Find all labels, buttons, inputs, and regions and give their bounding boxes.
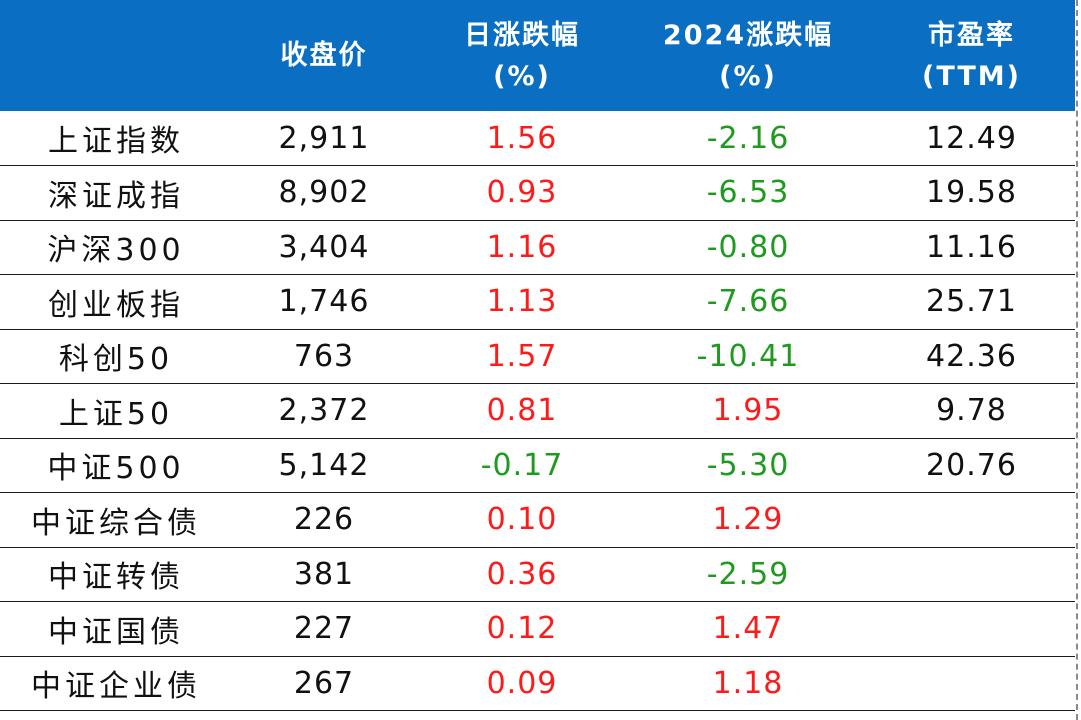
day-change-value: 0.36 bbox=[416, 547, 628, 602]
pe-value bbox=[868, 547, 1075, 602]
header-ytd-change-label: 2024涨跌幅 bbox=[662, 19, 834, 51]
index-name: 中证转债 bbox=[0, 547, 232, 602]
header-close: 收盘价 bbox=[232, 0, 416, 111]
ytd-change-value: -5.30 bbox=[628, 438, 868, 493]
table-row: 中证企业债 267 0.09 1.18 bbox=[0, 656, 1075, 711]
index-name: 中证企业债 bbox=[0, 656, 232, 711]
day-change-value: 1.16 bbox=[416, 220, 628, 275]
table-row: 中证国债 227 0.12 1.47 bbox=[0, 601, 1075, 657]
ytd-change-value: -2.59 bbox=[628, 547, 868, 602]
table-row: 沪深300 3,404 1.16 -0.80 11.16 bbox=[0, 220, 1075, 275]
close-value: 763 bbox=[232, 329, 416, 384]
index-name: 科创50 bbox=[0, 329, 232, 384]
close-value: 2,911 bbox=[232, 111, 416, 166]
pe-value bbox=[868, 492, 1075, 548]
pe-value: 12.49 bbox=[868, 111, 1075, 166]
pe-value: 25.71 bbox=[868, 274, 1075, 330]
pe-value: 11.16 bbox=[868, 220, 1075, 275]
ytd-change-value: -7.66 bbox=[628, 274, 868, 330]
day-change-value: 1.56 bbox=[416, 111, 628, 166]
index-name: 创业板指 bbox=[0, 274, 232, 330]
pe-value bbox=[868, 601, 1075, 657]
header-day-change-unit: (%) bbox=[493, 60, 551, 92]
close-value: 267 bbox=[232, 656, 416, 711]
table-row: 中证综合债 226 0.10 1.29 bbox=[0, 492, 1075, 548]
day-change-value: -0.17 bbox=[416, 438, 628, 493]
index-name: 上证指数 bbox=[0, 111, 232, 166]
header-pe-label: 市盈率 bbox=[928, 19, 1015, 51]
index-name: 沪深300 bbox=[0, 220, 232, 275]
day-change-value: 1.13 bbox=[416, 274, 628, 330]
close-value: 1,746 bbox=[232, 274, 416, 330]
ytd-change-value: -2.16 bbox=[628, 111, 868, 166]
close-value: 8,902 bbox=[232, 165, 416, 221]
header-day-change-label: 日涨跌幅 bbox=[464, 19, 580, 51]
close-value: 2,372 bbox=[232, 383, 416, 439]
header-pe-unit: (TTM) bbox=[921, 60, 1021, 92]
close-value: 226 bbox=[232, 492, 416, 548]
table-row: 中证转债 381 0.36 -2.59 bbox=[0, 547, 1075, 602]
page-edge-divider bbox=[1076, 0, 1078, 720]
index-name: 中证国债 bbox=[0, 601, 232, 657]
header-row: 收盘价 日涨跌幅 (%) 2024涨跌幅 (%) 市盈率 (TTM) bbox=[0, 0, 1075, 111]
close-value: 3,404 bbox=[232, 220, 416, 275]
ytd-change-value: 1.29 bbox=[628, 492, 868, 548]
ytd-change-value: -0.80 bbox=[628, 220, 868, 275]
pe-value: 9.78 bbox=[868, 383, 1075, 439]
close-value: 381 bbox=[232, 547, 416, 602]
ytd-change-value: 1.18 bbox=[628, 656, 868, 711]
pe-value bbox=[868, 656, 1075, 711]
day-change-value: 0.12 bbox=[416, 601, 628, 657]
header-ytd-change: 2024涨跌幅 (%) bbox=[628, 0, 868, 111]
day-change-value: 0.93 bbox=[416, 165, 628, 221]
index-name: 深证成指 bbox=[0, 165, 232, 221]
table-row: 中证500 5,142 -0.17 -5.30 20.76 bbox=[0, 438, 1075, 493]
table-row: 上证50 2,372 0.81 1.95 9.78 bbox=[0, 383, 1075, 439]
ytd-change-value: 1.95 bbox=[628, 383, 868, 439]
close-value: 5,142 bbox=[232, 438, 416, 493]
table-row: 创业板指 1,746 1.13 -7.66 25.71 bbox=[0, 274, 1075, 330]
index-name: 中证综合债 bbox=[0, 492, 232, 548]
ytd-change-value: -6.53 bbox=[628, 165, 868, 221]
day-change-value: 1.57 bbox=[416, 329, 628, 384]
index-name: 上证50 bbox=[0, 383, 232, 439]
close-value: 227 bbox=[232, 601, 416, 657]
index-name: 中证500 bbox=[0, 438, 232, 493]
day-change-value: 0.81 bbox=[416, 383, 628, 439]
ytd-change-value: -10.41 bbox=[628, 329, 868, 384]
pe-value: 42.36 bbox=[868, 329, 1075, 384]
header-pe: 市盈率 (TTM) bbox=[868, 0, 1075, 111]
day-change-value: 0.09 bbox=[416, 656, 628, 711]
table-row: 上证指数 2,911 1.56 -2.16 12.49 bbox=[0, 111, 1075, 166]
table-row: 深证成指 8,902 0.93 -6.53 19.58 bbox=[0, 165, 1075, 221]
header-ytd-change-unit: (%) bbox=[719, 60, 777, 92]
day-change-value: 0.10 bbox=[416, 492, 628, 548]
pe-value: 19.58 bbox=[868, 165, 1075, 221]
header-close-label: 收盘价 bbox=[280, 40, 368, 71]
ytd-change-value: 1.47 bbox=[628, 601, 868, 657]
header-day-change: 日涨跌幅 (%) bbox=[416, 0, 628, 111]
header-index-name bbox=[0, 0, 232, 111]
pe-value: 20.76 bbox=[868, 438, 1075, 493]
table-row: 科创50 763 1.57 -10.41 42.36 bbox=[0, 329, 1075, 384]
